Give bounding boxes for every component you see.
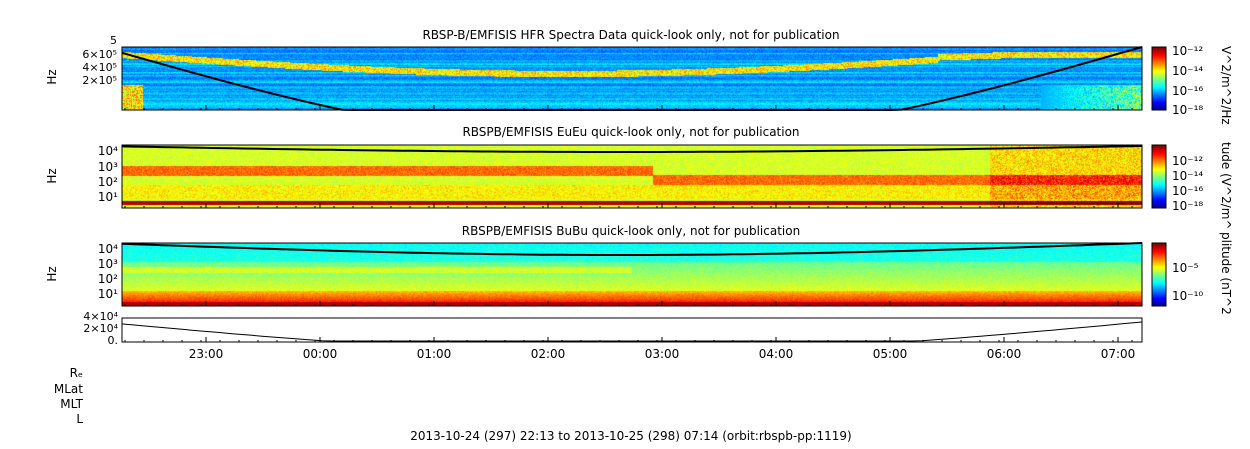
cb2-tick: 10⁻¹⁶ [1172, 184, 1203, 198]
p4-ytick: 0. [108, 334, 119, 347]
p1-ytick: 4×10⁵ [82, 61, 117, 74]
panel3-frame [121, 242, 1143, 307]
panel1-frame [121, 46, 1143, 111]
bubu-spectrogram [122, 243, 1142, 306]
p3-ytick: 10¹ [98, 287, 118, 301]
cb2-label: tude (V^2/m^ [1219, 142, 1233, 230]
cb1-tick: 10⁻¹⁸ [1172, 103, 1203, 117]
p3-ytick: 10² [98, 272, 118, 286]
panel2-frame [121, 144, 1143, 209]
hfr-spectrogram [122, 47, 1142, 110]
bubu-cyclotron-curve [121, 242, 1143, 256]
p2-ytick: 10³ [98, 160, 118, 174]
x-tick-label: 06:00 [987, 347, 1022, 361]
colorbar-1 [1152, 47, 1166, 110]
colorbar3-frame [1151, 242, 1167, 307]
p4-ytick: 2×10⁴ [83, 322, 118, 335]
cb2-tick: 10⁻¹⁴ [1172, 169, 1203, 183]
ephem-label-mlt: MLT [60, 397, 83, 411]
panel1-ylabel: Hz [45, 69, 59, 84]
cb3-tick: 10⁻¹⁰ [1172, 289, 1203, 303]
x-tick-label: 02:00 [531, 347, 566, 361]
cb1-tick: 10⁻¹⁶ [1172, 84, 1203, 98]
x-tick-label: 01:00 [417, 347, 452, 361]
p2-ytick: 10² [98, 175, 118, 189]
x-tick-label: 03:00 [645, 347, 680, 361]
colorbar2-frame [1151, 144, 1167, 209]
x-tick-label: 23:00 [189, 347, 224, 361]
p2-ytick: 10¹ [98, 190, 118, 204]
cb2-tick: 10⁻¹⁸ [1172, 199, 1203, 213]
colorbar-2 [1152, 145, 1166, 208]
footer-time-range: 2013-10-24 (297) 22:13 to 2013-10-25 (29… [410, 429, 851, 443]
hfr-cyclotron-curve [121, 46, 1143, 111]
cb3-tick: 10⁻⁵ [1172, 261, 1199, 275]
panel4-frame [121, 317, 1143, 343]
cb2-tick: 10⁻¹² [1172, 154, 1203, 168]
p4-ytick: 4×10⁴ [83, 310, 118, 323]
cb1-label: V^2/m^2/Hz [1219, 46, 1233, 125]
colorbar1-frame [1151, 46, 1167, 111]
x-tick-label: 00:00 [303, 347, 338, 361]
x-tick-label: 04:00 [759, 347, 794, 361]
panel2-title: RBSPB/EMFISIS EuEu quick-look only, not … [462, 125, 799, 139]
cb1-tick: 10⁻¹⁴ [1172, 64, 1203, 78]
cb3-label: plitude (nT^2 [1219, 232, 1233, 315]
x-tick-label: 07:00 [1101, 347, 1136, 361]
ephem-label-mlat: MLat [54, 382, 83, 396]
ephem-label-l: L [76, 412, 83, 426]
eueu-cyclotron-curve [121, 145, 1143, 153]
panel1-title: RBSP-B/EMFISIS HFR Spectra Data quick-lo… [422, 28, 839, 42]
ephem-label-re: Rₑ [70, 366, 83, 380]
x-tick-label: 05:00 [873, 347, 908, 361]
p1-ytick-exp: 5 [110, 34, 117, 47]
p3-ytick: 10⁴ [98, 242, 118, 256]
p3-ytick: 10³ [98, 257, 118, 271]
colorbar-3 [1152, 243, 1166, 306]
p1-ytick: 6×10⁵ [82, 48, 117, 61]
eueu-spectrogram [122, 145, 1142, 208]
cb1-tick: 10⁻¹² [1172, 44, 1203, 58]
panel3-ylabel: Hz [45, 266, 59, 281]
p2-ytick: 10⁴ [98, 144, 118, 158]
panel4-altitude-line [121, 321, 1143, 342]
panel2-ylabel: Hz [45, 168, 59, 183]
p1-ytick: 2×10⁵ [82, 74, 117, 87]
panel3-title: RBSPB/EMFISIS BuBu quick-look only, not … [462, 224, 800, 238]
